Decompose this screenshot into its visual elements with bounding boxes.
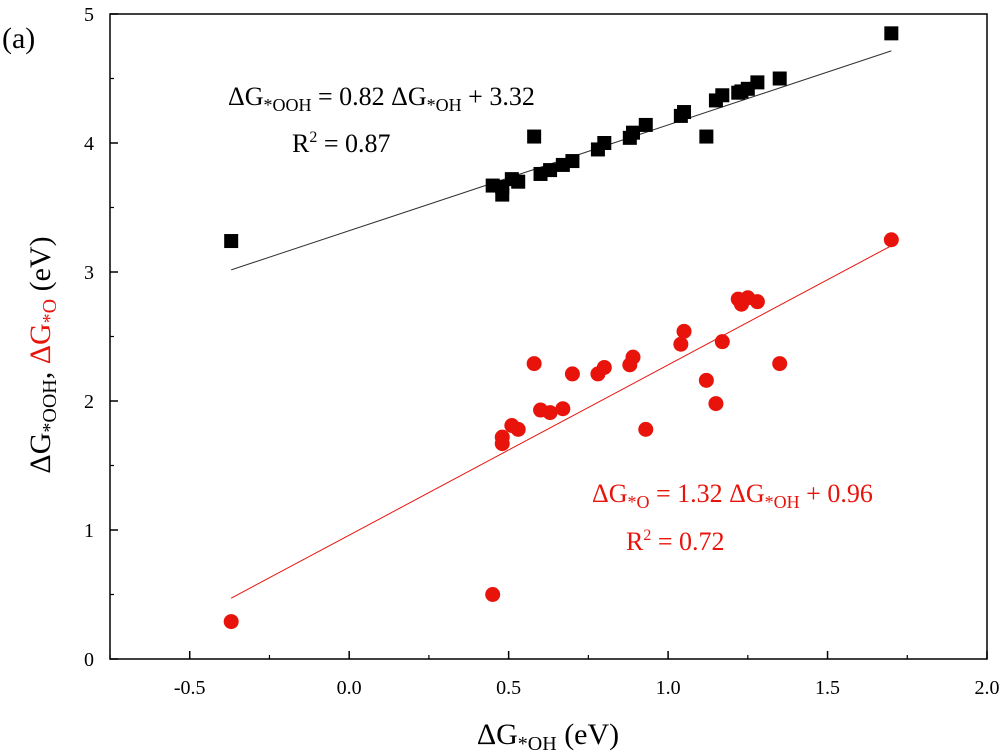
o-data-point bbox=[708, 396, 724, 412]
o-data-point bbox=[638, 421, 654, 437]
o-data-point bbox=[494, 429, 510, 445]
o-data-point bbox=[542, 405, 558, 421]
o-data-point bbox=[749, 294, 765, 310]
o-data-point bbox=[625, 349, 641, 365]
ooh-data-point bbox=[638, 117, 653, 132]
ooh-data-point bbox=[772, 71, 787, 86]
ooh-data-point bbox=[527, 129, 542, 144]
y-tick-label: 2 bbox=[84, 391, 94, 413]
o-data-point bbox=[526, 356, 542, 372]
o-data-point bbox=[698, 372, 714, 388]
ooh-data-point bbox=[884, 26, 899, 41]
y-tick-label: 0 bbox=[84, 649, 94, 671]
x-tick-label: 1.0 bbox=[656, 677, 681, 699]
ooh-data-point bbox=[511, 174, 526, 189]
o-data-point bbox=[673, 336, 689, 352]
panel-label: (a) bbox=[2, 22, 35, 55]
ooh-fit-r2: R2 = 0.87 bbox=[292, 129, 391, 158]
x-axis-ticks: -0.5 0.0 0.5 1.0 1.5 2.0 bbox=[109, 651, 1000, 699]
y-axis-ticks: 0 1 2 3 4 5 bbox=[84, 4, 118, 671]
ooh-data-point bbox=[750, 75, 765, 90]
ooh-fit-equation: ΔG*OOH = 0.82 ΔG*OH + 3.32 bbox=[228, 82, 535, 115]
ooh-data-point bbox=[597, 136, 612, 150]
o-fit-line bbox=[230, 245, 892, 599]
x-tick-label: 1.5 bbox=[815, 677, 840, 699]
ooh-data-point bbox=[677, 105, 692, 120]
ooh-data-point bbox=[626, 125, 641, 140]
ooh-data-point bbox=[715, 88, 730, 103]
o-data-point bbox=[223, 614, 239, 630]
x-tick-label: 2.0 bbox=[975, 677, 1000, 699]
y-tick-label: 5 bbox=[84, 4, 94, 26]
o-data-point bbox=[564, 366, 580, 382]
ooh-data-point bbox=[224, 234, 239, 249]
x-tick-label: -0.5 bbox=[174, 677, 206, 699]
y-axis-title: ΔG*OOH, ΔG*O (eV) bbox=[24, 236, 61, 473]
o-data-point bbox=[883, 232, 899, 248]
o-fit-equation: ΔG*O = 1.32 ΔG*OH + 0.96 bbox=[592, 479, 873, 512]
ooh-data-point bbox=[565, 154, 580, 169]
data-markers bbox=[223, 26, 899, 630]
x-tick-label: 0.5 bbox=[496, 677, 521, 699]
o-data-point bbox=[485, 587, 501, 602]
o-data-point bbox=[772, 356, 788, 372]
ooh-data-point bbox=[543, 163, 558, 178]
o-data-point bbox=[676, 323, 692, 339]
y-tick-label: 1 bbox=[84, 520, 94, 542]
o-data-point bbox=[596, 359, 612, 375]
y-tick-label: 4 bbox=[84, 133, 94, 155]
ooh-data-point bbox=[699, 129, 714, 144]
y-tick-label: 3 bbox=[84, 262, 94, 284]
o-fit-r2: R2 = 0.72 bbox=[626, 527, 725, 556]
o-data-point bbox=[510, 421, 526, 437]
x-axis-title: ΔG*OH (eV) bbox=[477, 718, 619, 755]
x-tick-label: 0.0 bbox=[337, 677, 362, 699]
o-data-point bbox=[714, 334, 730, 350]
o-data-point bbox=[555, 401, 571, 417]
